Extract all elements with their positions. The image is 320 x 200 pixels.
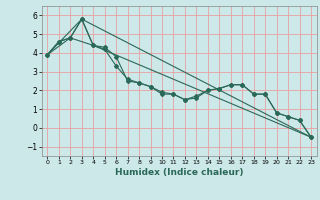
X-axis label: Humidex (Indice chaleur): Humidex (Indice chaleur) (115, 168, 244, 177)
